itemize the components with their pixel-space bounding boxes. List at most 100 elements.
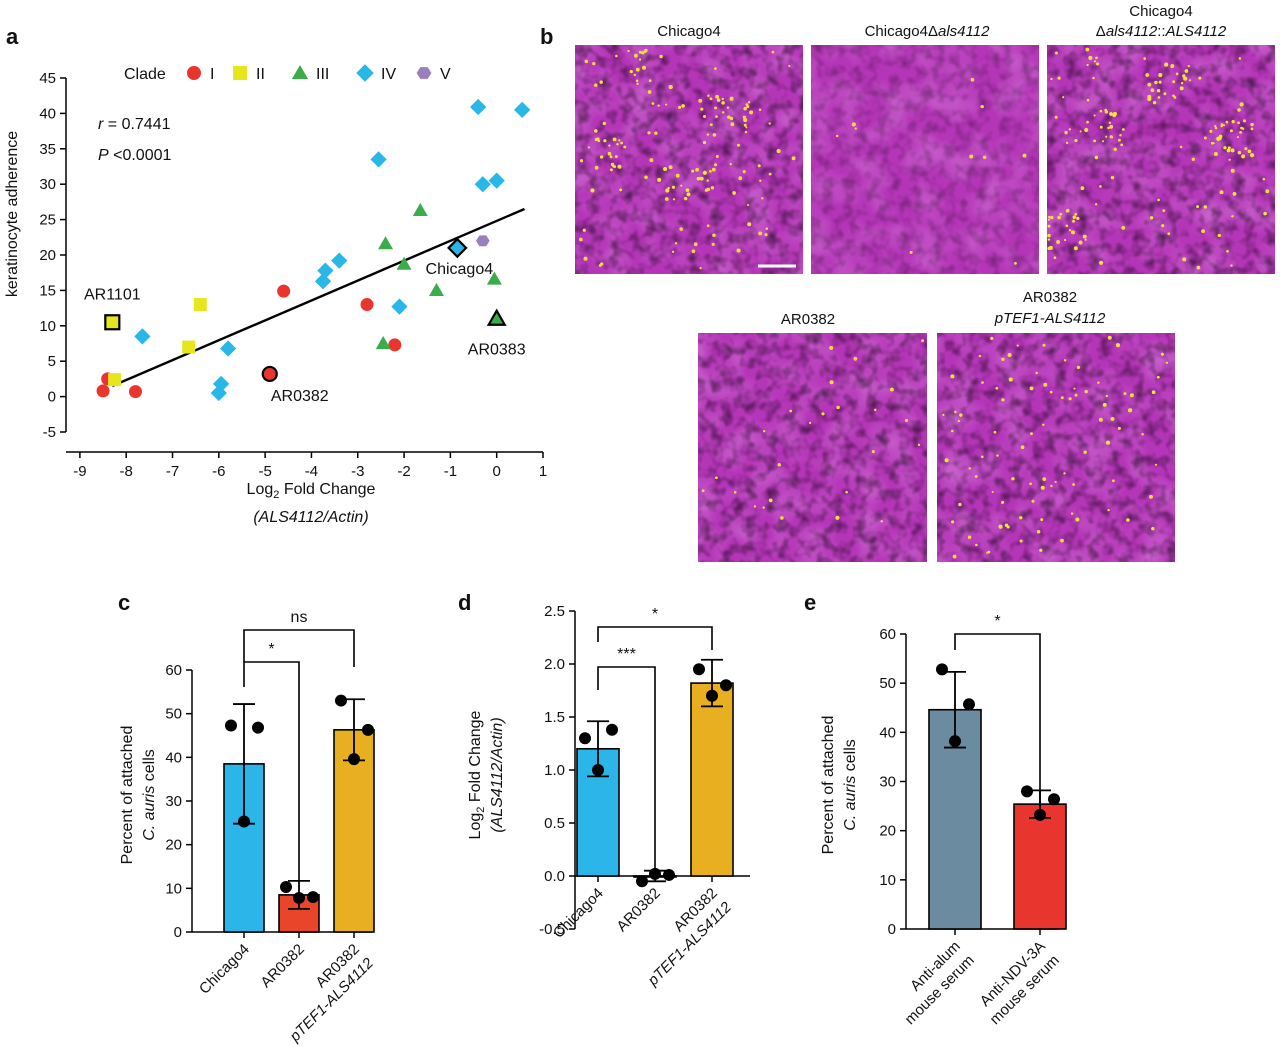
fungal-cell-dot <box>1097 381 1100 384</box>
fungal-cell-dot <box>1151 527 1155 531</box>
fungal-cell-dot <box>854 127 857 130</box>
fungal-cell-dot <box>1188 79 1192 82</box>
fungal-cell-dot <box>1016 344 1019 347</box>
fungal-cell-dot <box>704 188 709 192</box>
fungal-cell-dot <box>1105 135 1108 138</box>
fungal-cell-dot <box>616 143 619 146</box>
fungal-cell-dot <box>917 443 921 446</box>
replicate-point <box>949 735 961 748</box>
replicate-point <box>293 891 305 904</box>
deletion-gene: als4112 <box>938 23 990 40</box>
fungal-cell-dot <box>1196 205 1200 209</box>
x-axis-label-rest: Fold Change <box>279 481 375 498</box>
fungal-cell-dot <box>599 80 603 84</box>
fungal-cell-dot <box>1050 484 1053 488</box>
fungal-cell-dot <box>1198 76 1202 80</box>
fungal-cell-dot <box>1183 76 1188 81</box>
replicate-point <box>348 753 360 766</box>
fungal-cell-dot <box>579 237 583 242</box>
point-clade-III <box>486 308 507 326</box>
y-axis-label-species: C. auris <box>842 776 859 831</box>
fungal-cell-dot <box>1112 479 1115 483</box>
point-clade-II <box>104 314 121 331</box>
fungal-cell-dot <box>1086 63 1089 67</box>
fungal-cell-dot <box>629 70 633 74</box>
fungal-cell-dot <box>714 163 718 167</box>
micrograph-complement <box>1047 45 1275 274</box>
fungal-cell-dot <box>590 188 595 193</box>
fungal-cell-dot <box>733 491 737 494</box>
fungal-cell-dot <box>679 227 683 231</box>
fungal-cell-dot <box>1095 56 1098 60</box>
bar <box>690 682 734 877</box>
fungal-cell-dot <box>1104 110 1109 114</box>
fungal-cell-dot <box>684 196 688 201</box>
point-clade-IV <box>134 328 151 345</box>
legend-title: Clade <box>124 66 166 83</box>
fungal-cell-dot <box>1230 148 1235 153</box>
micrograph-title-ar0382-ptef1-line1: AR0382 <box>1023 289 1077 306</box>
stat-p-label: P <box>98 147 109 164</box>
fungal-cell-dot <box>1040 485 1045 490</box>
point-clade-IV <box>447 237 468 259</box>
fungal-cell-dot <box>675 173 680 178</box>
point-clade-IV <box>331 252 348 269</box>
fungal-cell-dot <box>1074 138 1078 143</box>
point-label: AR0383 <box>468 342 526 359</box>
fungal-cell-dot <box>1239 102 1244 107</box>
fungal-cell-dot <box>743 123 747 127</box>
stat-p: P <0.0001 <box>98 147 172 164</box>
fungal-cell-dot <box>716 98 721 102</box>
scatter-axes: -5 0 5 10 15 20 25 30 35 40 45 -9 -8 -7 -6 -5 -4 -3 -2 -1 0 1 <box>39 70 547 480</box>
fungal-cell-dot <box>789 409 793 413</box>
fungal-cell-dot <box>1115 343 1121 348</box>
bar <box>223 763 265 933</box>
fungal-cell-dot <box>1162 209 1166 212</box>
fungal-cell-dot <box>702 141 707 145</box>
y-tick-label: 60 <box>879 626 896 643</box>
fungal-cell-dot <box>1047 233 1051 238</box>
point-label: AR1101 <box>84 286 141 303</box>
fungal-cell-dot <box>641 65 647 70</box>
replicate-point <box>963 698 975 711</box>
fungal-cell-dot <box>1247 149 1252 154</box>
fungal-cell-dot <box>686 192 691 197</box>
fungal-cell-dot <box>1237 121 1240 125</box>
micrograph-cells <box>698 333 927 562</box>
fungal-cell-dot <box>608 144 611 147</box>
fungal-cell-dot <box>1060 538 1064 543</box>
x-tick-label: AR0382 <box>257 941 307 991</box>
fungal-cell-dot <box>1143 57 1147 60</box>
fungal-cell-dot <box>1004 523 1009 528</box>
fungal-cell-dot <box>1244 147 1248 151</box>
fungal-cell-dot <box>1092 76 1095 80</box>
fungal-cell-dot <box>970 77 975 82</box>
y-tick-label: 30 <box>39 176 56 193</box>
scatter-points <box>96 98 531 402</box>
y-tick-label: 0 <box>174 924 182 941</box>
fungal-cell-dot <box>983 155 987 159</box>
fungal-cell-dot <box>1101 140 1105 143</box>
fungal-cell-dot <box>1145 73 1150 77</box>
fungal-cell-dot <box>791 156 796 161</box>
fungal-cell-dot <box>1059 212 1063 216</box>
fungal-cell-dot <box>829 345 834 350</box>
fungal-cell-dot <box>612 137 617 142</box>
significance-label: *** <box>617 646 636 663</box>
fungal-cell-dot <box>747 203 750 207</box>
x-tick-label: -5 <box>258 463 271 480</box>
fungal-cell-dot <box>1076 216 1080 221</box>
fungal-cell-dot <box>1175 72 1179 76</box>
fungal-cell-dot <box>1217 233 1221 238</box>
point-clade-IV <box>488 172 505 189</box>
fungal-cell-dot <box>721 101 725 105</box>
clade-legend: Clade I II III IV V <box>124 64 451 83</box>
fungal-cell-dot <box>1209 129 1213 133</box>
micrograph-cells <box>1047 45 1275 274</box>
fungal-cell-dot <box>1001 500 1005 504</box>
fungal-cell-dot <box>1228 158 1231 161</box>
fungal-cell-dot <box>1152 101 1157 105</box>
replicate-point <box>252 721 264 734</box>
fungal-cell-dot <box>1029 386 1034 391</box>
